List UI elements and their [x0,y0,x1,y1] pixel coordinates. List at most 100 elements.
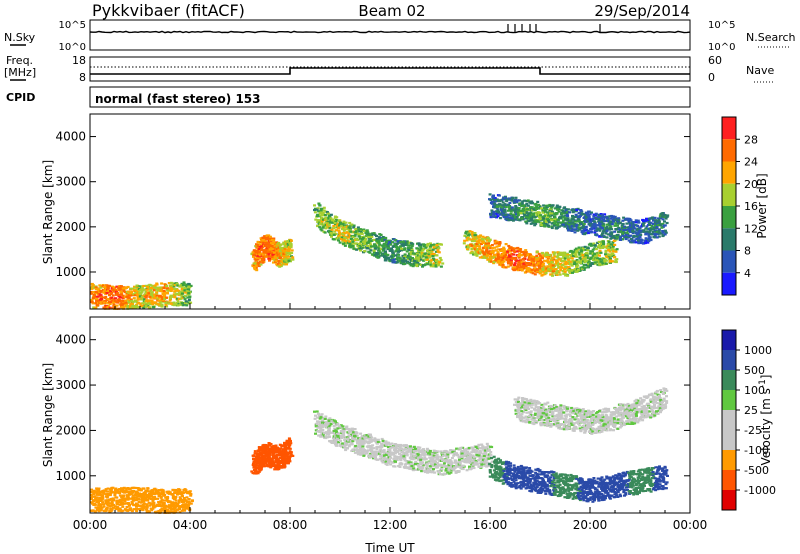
heatmap-cell [357,229,361,232]
heatmap-cell [533,273,537,276]
heatmap-cell [598,249,602,252]
heatmap-cell [94,287,98,291]
heatmap-cell [171,303,175,306]
heatmap-cell [390,256,394,259]
heatmap-cell [564,254,567,257]
heatmap-cell [615,228,619,231]
heatmap-cell [99,497,103,500]
heatmap-cell [179,297,183,300]
heatmap-cell [586,266,590,269]
heatmap-cell [136,498,140,501]
heatmap-cell [654,224,657,227]
heatmap-cell [636,239,640,242]
heatmap-cell [274,255,277,258]
heatmap-cell [624,237,628,241]
heatmap-cell [562,216,566,219]
heatmap-cell [617,226,621,229]
heatmap-cell [657,228,661,231]
heatmap-cell [518,248,522,251]
heatmap-cell [373,233,377,236]
heatmap-cell [383,243,387,246]
heatmap-cell [150,495,153,498]
heatmap-cell [125,505,129,509]
heatmap-cell [288,252,292,255]
heatmap-cell [419,263,423,266]
heatmap-cell [97,504,101,507]
heatmap-cell [406,244,410,247]
colorbar-swatch [722,272,736,295]
heatmap-cell [254,266,258,269]
heatmap-cell [102,301,106,304]
heatmap-cell [537,207,541,210]
heatmap-cell [530,268,534,271]
heatmap-cell [602,219,606,223]
heatmap-cell [103,289,107,292]
heatmap-cell [267,253,271,256]
heatmap-cell [524,249,528,252]
heatmap-cell [555,271,559,274]
heatmap-cell [484,238,488,241]
heatmap-cell [602,242,606,245]
y-tick-label: 1000 [55,265,86,279]
heatmap-cell [132,497,136,500]
heatmap-cell [554,212,558,215]
heatmap-cell [520,203,524,206]
heatmap-cell [262,240,266,243]
heatmap-cell [515,206,519,209]
heatmap-cell [515,265,519,268]
heatmap-cell [158,489,161,492]
heatmap-cell [108,284,111,287]
heatmap-cell [163,297,167,300]
heatmap-cell [352,226,356,229]
heatmap-cell [265,247,269,250]
heatmap-cell [506,209,510,212]
heatmap-cell [138,295,142,298]
heatmap-cell [183,302,187,305]
heatmap-cell [604,259,608,262]
heatmap-cell [545,216,549,219]
heatmap-cell [515,199,519,202]
heatmap-cell [513,201,517,204]
heatmap-cell [555,259,559,262]
heatmap-cell [92,306,96,309]
heatmap-cell [364,240,368,243]
heatmap-cell [577,246,581,249]
heatmap-cell [97,498,101,501]
heatmap-cell [270,247,274,250]
heatmap-cell [271,258,274,261]
beam-title: Beam 02 [358,2,425,20]
heatmap-cell [403,248,407,251]
heatmap-cell [333,216,337,219]
heatmap-cell [406,257,410,261]
heatmap-cell [523,261,527,264]
heatmap-cell [286,261,290,264]
heatmap-cell [93,510,97,513]
heatmap-cell [598,218,602,221]
heatmap-cell [557,258,561,261]
heatmap-cell [421,265,424,268]
heatmap-cell [169,281,173,284]
heatmap-cell [187,503,191,506]
heatmap-cell [279,243,283,246]
heatmap-cell [151,498,155,501]
heatmap-cell [352,224,356,227]
heatmap-cell [390,249,394,252]
heatmap-cell [414,258,418,261]
heatmap-cell [330,219,334,222]
nave-tick-bottom: 0 [708,71,715,84]
heatmap-cell [531,202,535,205]
heatmap-cell [173,282,177,285]
heatmap-cell [577,248,581,251]
heatmap-cell [282,252,286,256]
heatmap-cell [538,218,542,221]
heatmap-cell [579,209,583,213]
heatmap-cell [545,252,549,255]
heatmap-cell [94,499,98,502]
heatmap-cell [574,213,578,216]
heatmap-cell [432,265,436,268]
heatmap-cell [161,491,165,494]
heatmap-cell [525,264,529,267]
heatmap-cell [369,249,373,252]
